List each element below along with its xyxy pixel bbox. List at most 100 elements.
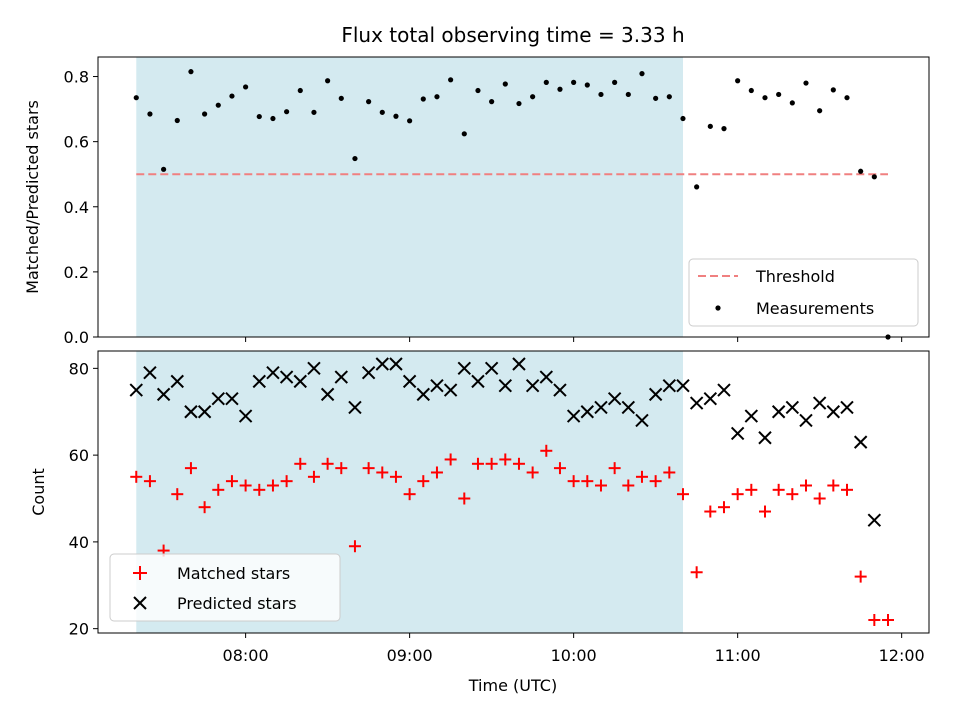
top-y-axis: 0.0 0.2 0.4 0.6 0.8: [64, 68, 98, 347]
measurement-point: [475, 87, 481, 94]
measurement-point: [748, 87, 754, 94]
matched-star-point: [649, 475, 662, 488]
measurement-point: [680, 115, 686, 122]
measurement-point: [133, 95, 139, 101]
predicted-star-point: [266, 365, 280, 380]
matched-star-point: [854, 570, 867, 583]
legend-measurements-swatch: [715, 305, 721, 311]
measurement-point: [789, 100, 795, 106]
measurements-series: [133, 69, 891, 340]
predicted-star-point: [566, 409, 581, 423]
predicted-star-point: [812, 396, 827, 410]
measurement-point: [762, 95, 768, 101]
measurement-point: [557, 86, 563, 92]
matched-star-point: [212, 483, 225, 496]
measurement-point: [407, 118, 413, 124]
measurement-point: [830, 87, 836, 93]
top-y-tick-label: 0.4: [64, 198, 89, 217]
measurement-point: [612, 79, 618, 85]
matched-star-point: [622, 479, 635, 492]
matched-star-point: [608, 462, 621, 475]
predicted-star-point: [348, 400, 362, 415]
matched-star-point: [786, 488, 799, 501]
predicted-star-point: [279, 370, 294, 384]
predicted-star-point: [648, 387, 663, 402]
matched-star-point: [307, 470, 320, 483]
measurement-point: [694, 184, 700, 190]
matched-star-point: [225, 475, 238, 488]
matched-star-point: [171, 488, 184, 501]
measurement-point: [256, 113, 262, 120]
bottom-y-axis: 20 40 60 80: [69, 359, 98, 639]
predicted-star-point: [553, 383, 567, 397]
measurement-point: [844, 95, 850, 101]
matched-star-point: [526, 466, 539, 479]
measurement-point: [803, 80, 809, 86]
matched-star-point: [376, 466, 389, 479]
predicted-star-point: [867, 513, 882, 527]
measurement-point: [776, 91, 782, 98]
predicted-star-point: [744, 409, 759, 423]
measurement-point: [338, 95, 344, 101]
matched-star-point: [731, 488, 744, 501]
measurement-point: [735, 78, 741, 84]
bottom-y-tick-label: 80: [69, 359, 89, 378]
top-panel: 0.00.20.40.60.8 Matched/Predicted stars …: [23, 56, 930, 347]
measurement-point: [448, 77, 454, 83]
predicted-star-point: [785, 400, 800, 415]
measurement-point: [871, 174, 877, 180]
measurement-point: [325, 78, 331, 84]
predicted-star-point: [840, 400, 854, 415]
measurement-point: [489, 99, 495, 105]
matched-star-point: [184, 462, 197, 475]
matched-star-point: [676, 488, 689, 501]
measurement-point: [229, 93, 235, 99]
matched-stars-series: [130, 444, 894, 626]
observing-span-top: [136, 57, 683, 337]
predicted-star-point: [129, 383, 143, 397]
measurement-point: [379, 109, 385, 115]
measurement-point: [707, 123, 713, 129]
matched-star-point: [348, 540, 361, 553]
matched-star-point: [540, 444, 553, 457]
predicted-star-point: [621, 400, 636, 415]
predicted-star-point: [389, 357, 403, 371]
matched-star-point: [321, 457, 334, 470]
measurement-point: [243, 84, 249, 90]
bottom-y-axis-label: Count: [29, 468, 48, 516]
chart-title: Flux total observing time = 3.33 h: [341, 23, 684, 47]
predicted-star-point: [334, 370, 348, 384]
legend-predicted-swatch: [133, 596, 147, 610]
measurement-point: [284, 109, 290, 115]
matched-star-point: [417, 475, 430, 488]
measurement-point: [352, 155, 358, 162]
measurement-point: [147, 111, 153, 117]
top-y-axis-label: Matched/Predicted stars: [23, 100, 42, 294]
measurement-point: [639, 71, 645, 77]
measurement-point: [625, 91, 631, 98]
x-tick-label: 12:00: [879, 646, 925, 665]
predicted-star-point: [703, 392, 718, 406]
measurement-point: [502, 81, 508, 87]
predicted-stars-series: [129, 357, 882, 527]
bottom-y-tick-label: 20: [69, 620, 89, 639]
matched-star-point: [471, 457, 484, 470]
predicted-star-point: [293, 374, 307, 389]
bottom-y-tick-label: 60: [69, 446, 89, 465]
matched-star-point: [143, 475, 156, 488]
measurement-point: [817, 108, 823, 114]
predicted-star-point: [320, 387, 335, 402]
bottom-legend: Matched stars Predicted stars: [109, 553, 341, 622]
measurement-point: [393, 113, 399, 119]
measurement-point: [188, 69, 194, 75]
x-tick-label: 11:00: [715, 646, 761, 665]
legend-predicted-label: Predicted stars: [177, 594, 297, 613]
measurement-point: [174, 117, 180, 124]
matched-star-point: [581, 475, 594, 488]
predicted-star-point: [689, 396, 704, 410]
x-tick-label: 10:00: [551, 646, 597, 665]
measurement-point: [571, 79, 577, 85]
predicted-star-point: [443, 383, 458, 397]
matched-star-point: [758, 505, 771, 518]
top-legend: Threshold Measurements: [688, 258, 919, 327]
